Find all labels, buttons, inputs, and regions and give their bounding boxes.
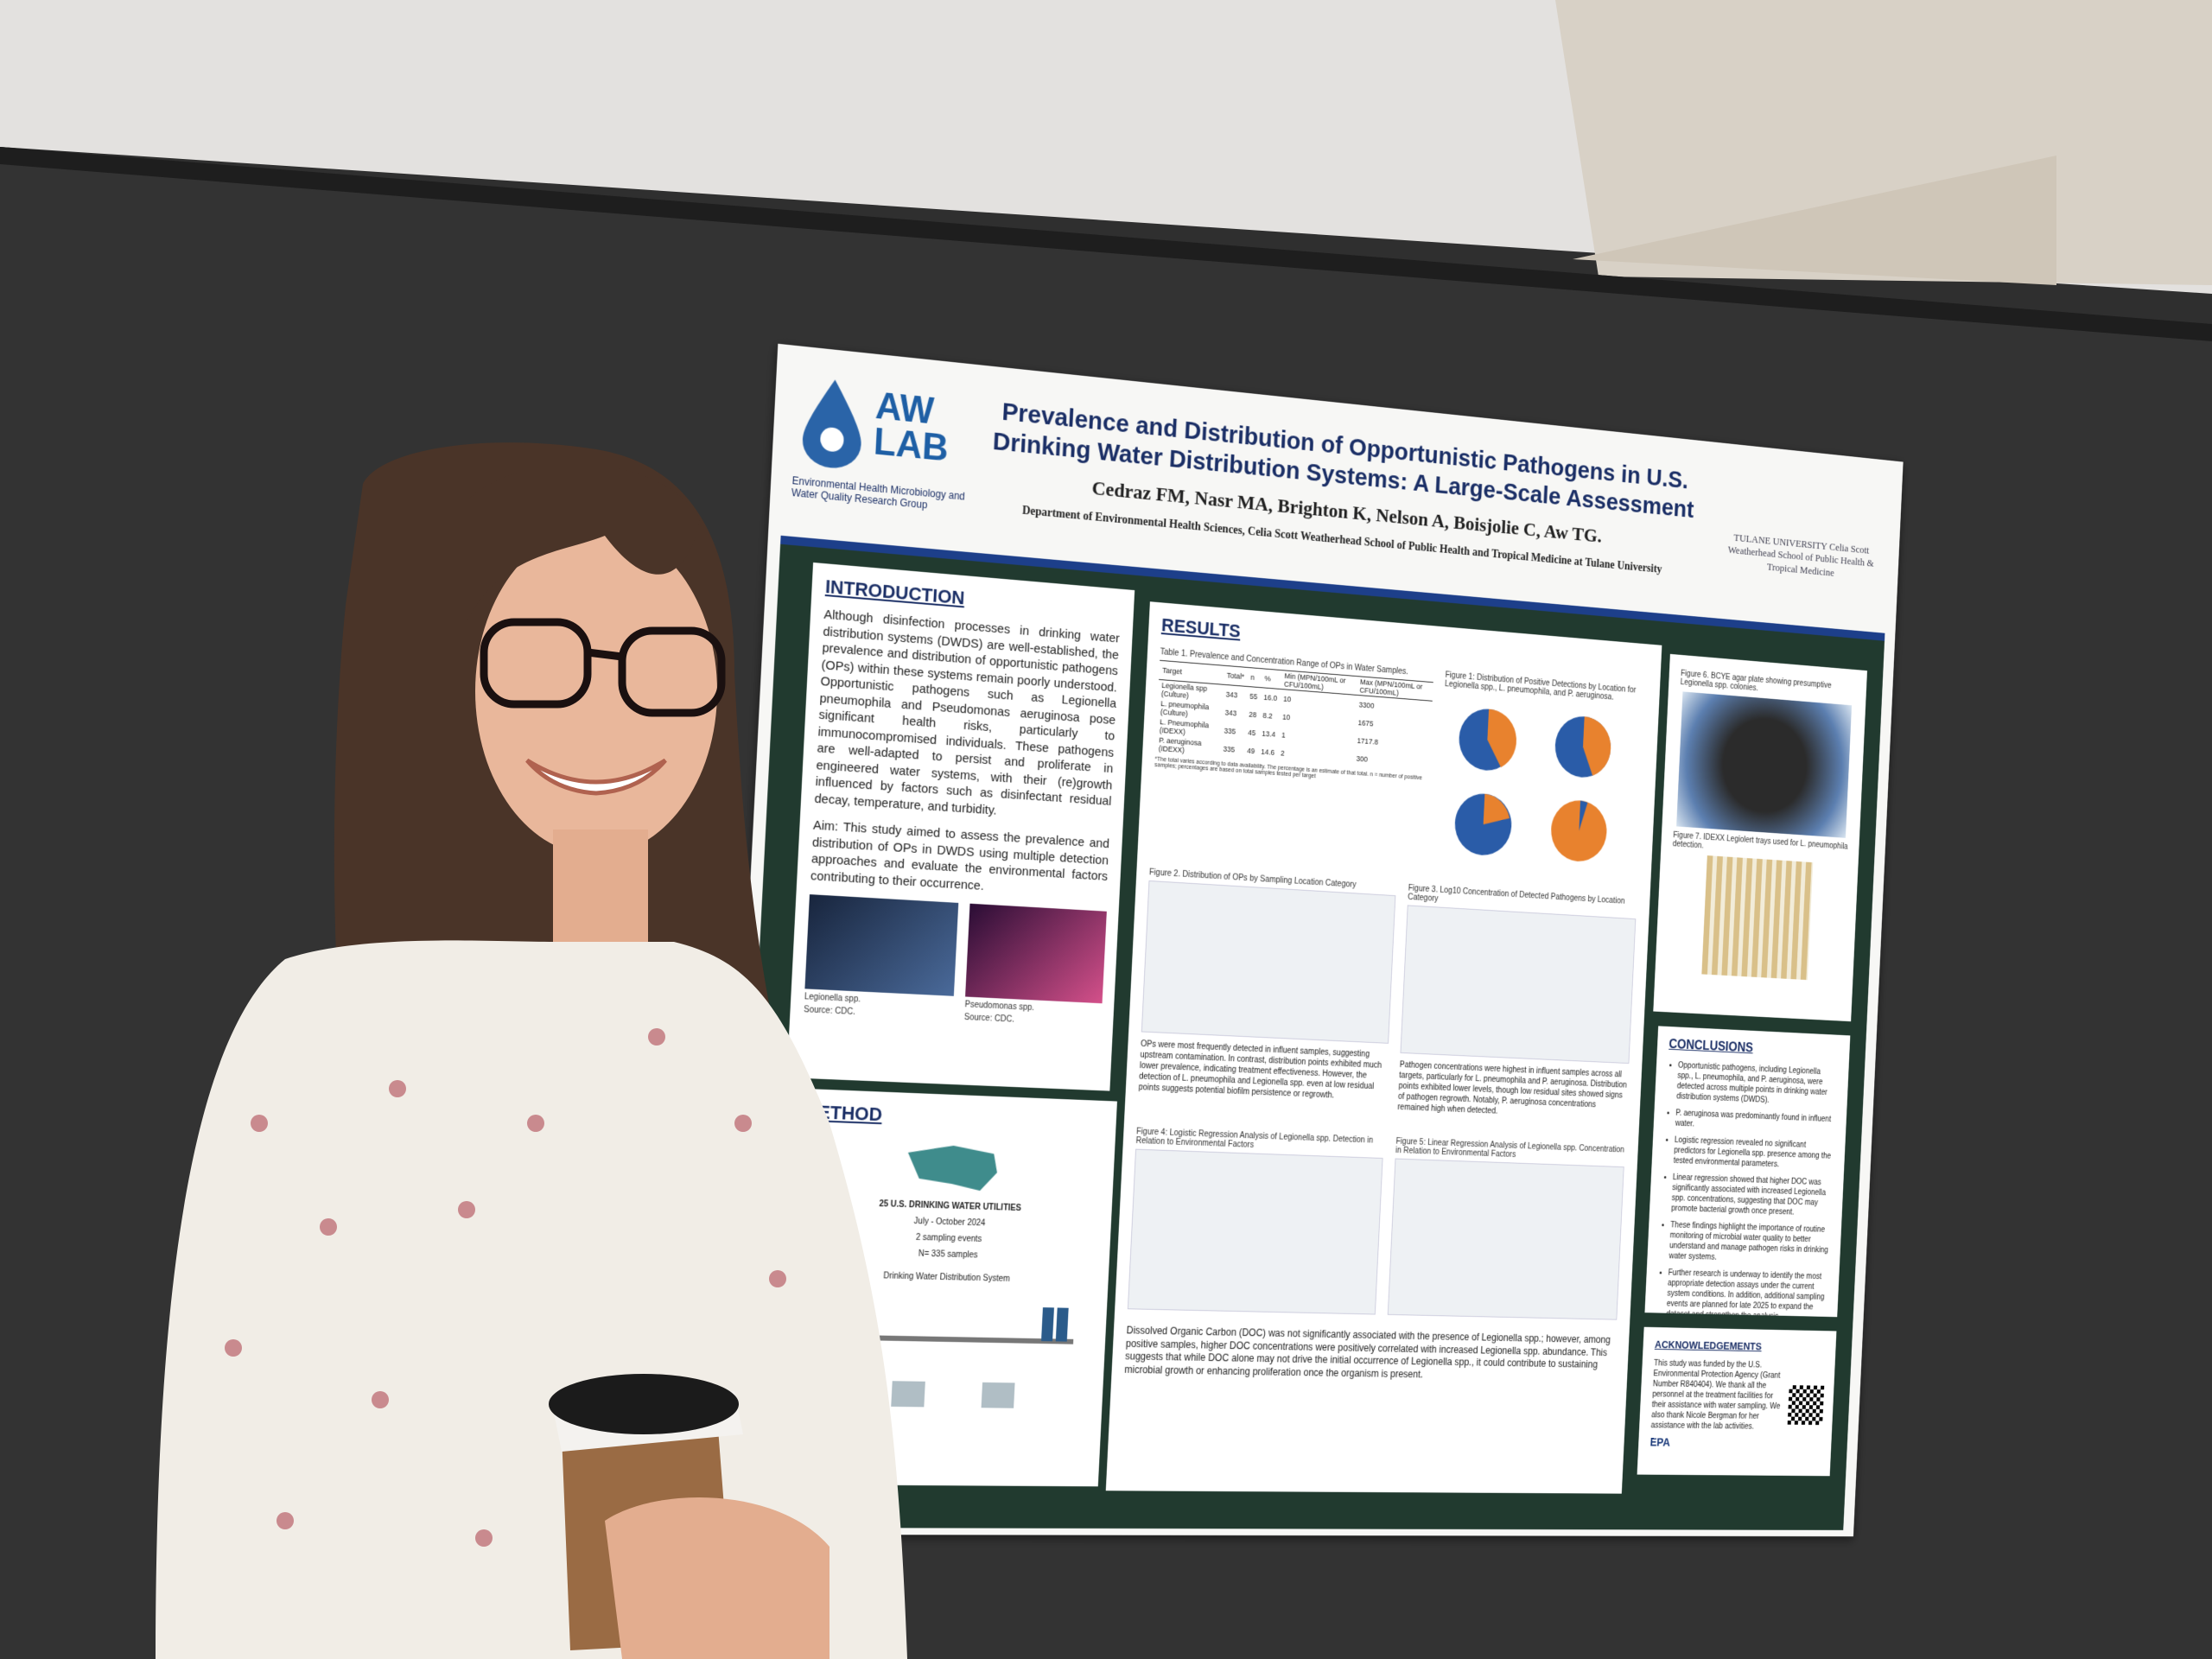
decoration [389,1080,406,1097]
decoration [734,1115,752,1132]
coffee-lid [549,1374,739,1434]
face [475,527,717,855]
decoration [320,1218,337,1236]
decoration [225,1339,242,1357]
decoration [372,1391,389,1408]
glasses-bridge [588,652,622,657]
decoration [648,1028,665,1046]
decoration [769,1270,786,1287]
decoration [251,1115,268,1132]
decoration [276,1512,294,1529]
hand [605,1497,830,1659]
decoration [527,1115,544,1132]
neck [553,830,648,950]
decoration [458,1201,475,1218]
decoration [475,1529,493,1547]
